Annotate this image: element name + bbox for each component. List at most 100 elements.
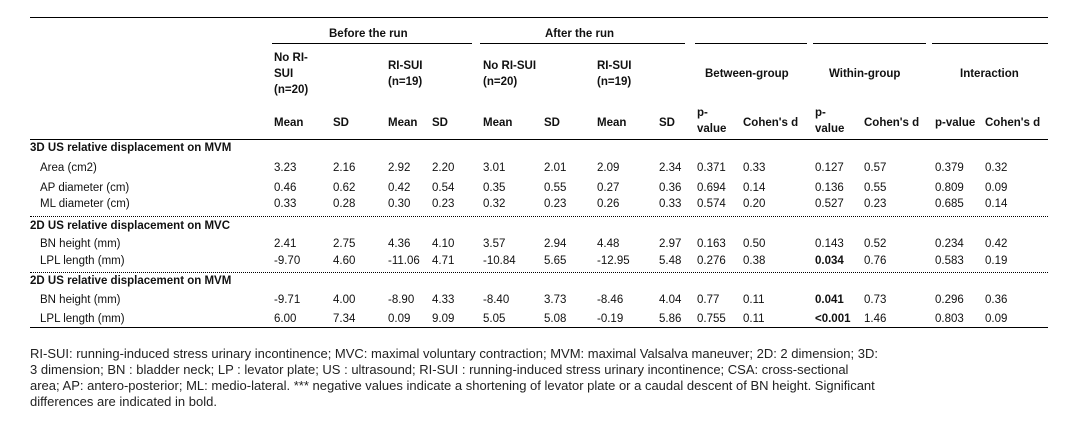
subheader-sd: SD [544,117,560,129]
header-bottom-rule [30,139,1048,140]
subheader-sd: SD [432,117,448,129]
table-cell: 0.034 [815,255,844,267]
table-cell: 0.143 [815,238,844,250]
note-line: 3 dimension; BN : bladder neck; LP : lev… [30,362,849,377]
table-cell: 0.30 [388,198,411,210]
table-cell: 0.20 [743,198,766,210]
between-group-rule [695,43,807,44]
header-after-run: After the run [545,28,614,40]
table-notes: RI-SUI: running-induced stress urinary i… [30,346,1060,410]
row-label: ML diameter (cm) [40,198,130,210]
table-cell: 0.127 [815,162,844,174]
table-cell: 0.42 [985,238,1008,250]
table-cell: 2.41 [274,238,297,250]
bottom-rule [30,327,1048,328]
table-cell: 0.76 [864,255,887,267]
row-label: LPL length (mm) [40,313,125,325]
table-cell: 2.94 [544,238,567,250]
header-interaction: Interaction [960,68,1019,80]
table-cell: 0.46 [274,182,297,194]
note-line: RI-SUI: running-induced stress urinary i… [30,346,878,361]
table-cell: 5.05 [483,313,506,325]
row-label: BN height (mm) [40,238,121,250]
table-cell: 0.14 [985,198,1008,210]
section-title: 3D US relative displacement on MVM [30,142,232,154]
table-cell: 0.296 [935,294,964,306]
table-cell: 0.583 [935,255,964,267]
subheader-sd: SD [333,117,349,129]
table-cell: 0.52 [864,238,887,250]
table-cell: -0.19 [597,313,624,325]
table-cell: 0.23 [432,198,455,210]
table-cell: 3.73 [544,294,567,306]
table-cell: 0.42 [388,182,411,194]
section-title: 2D US relative displacement on MVM [30,275,232,287]
row-label: BN height (mm) [40,294,121,306]
table-cell: 0.11 [743,294,765,306]
table-cell: 0.685 [935,198,964,210]
subheader-p-value-line2: value [697,123,727,135]
table-cell: -12.95 [597,255,630,267]
table-cell: 5.65 [544,255,567,267]
row-label: AP diameter (cm) [40,182,130,194]
table-cell: 0.35 [483,182,506,194]
subheader-p-value-line1: p- [815,107,826,119]
table-cell: 4.60 [333,255,356,267]
group-label-line: (n=19) [597,76,632,88]
table-cell: 0.136 [815,182,844,194]
table-cell: 0.14 [743,182,766,194]
table-cell: 4.36 [388,238,411,250]
table-cell: 0.36 [985,294,1008,306]
table-cell: -8.46 [597,294,624,306]
table-cell: 0.371 [697,162,726,174]
table-cell: 0.28 [333,198,356,210]
group-label-line: RI-SUI [597,60,632,72]
table-cell: 0.234 [935,238,964,250]
note-line: area; AP: antero-posterior; ML: medio-la… [30,378,875,393]
top-rule [30,17,1048,18]
group-label-line: (n=20) [483,76,518,88]
table-cell: 3.57 [483,238,506,250]
section-3-divider [30,272,1048,273]
table-cell: 0.379 [935,162,964,174]
row-label: Area (cm2) [40,162,97,174]
table-cell: 0.38 [743,255,766,267]
table-cell: 2.20 [432,162,455,174]
table-cell: -9.71 [274,294,301,306]
table-cell: 9.09 [432,313,455,325]
table-cell: 0.55 [864,182,887,194]
table-cell: 7.34 [333,313,356,325]
group-label-line: RI-SUI [388,60,423,72]
subheader-cohens-d: Cohen's d [864,117,920,129]
table-cell: 0.73 [864,294,887,306]
table-cell: -11.06 [388,255,420,267]
table-cell: 0.09 [388,313,411,325]
table-cell: 0.809 [935,182,964,194]
table-cell: 0.33 [659,198,682,210]
table-cell: 0.694 [697,182,726,194]
table-cell: 0.27 [597,182,620,194]
table-cell: 4.00 [333,294,356,306]
section-title: 2D US relative displacement on MVC [30,220,231,232]
table-cell: 4.10 [432,238,455,250]
table-cell: 0.23 [864,198,887,210]
table-cell: 0.755 [697,313,726,325]
table-cell: 2.09 [597,162,620,174]
group-label-line: (n=19) [388,76,423,88]
table-cell: 0.77 [697,294,720,306]
table-cell: <0.001 [815,313,851,325]
table-cell: 4.04 [659,294,682,306]
table-cell: 4.33 [432,294,455,306]
table-cell: 3.23 [274,162,297,174]
group-label-line: No RI-SUI [483,60,537,72]
subheader-mean: Mean [274,117,304,129]
table-cell: 0.09 [985,313,1008,325]
table-cell: 0.041 [815,294,844,306]
table-cell: 0.23 [544,198,567,210]
table-cell: 4.48 [597,238,620,250]
subheader-cohens-d: Cohen's d [743,117,799,129]
subheader-cohens-d: Cohen's d [985,117,1041,129]
note-line: differences are indicated in bold. [30,394,217,409]
header-before-run: Before the run [329,28,408,40]
group-label-line: No RI- [274,52,308,64]
